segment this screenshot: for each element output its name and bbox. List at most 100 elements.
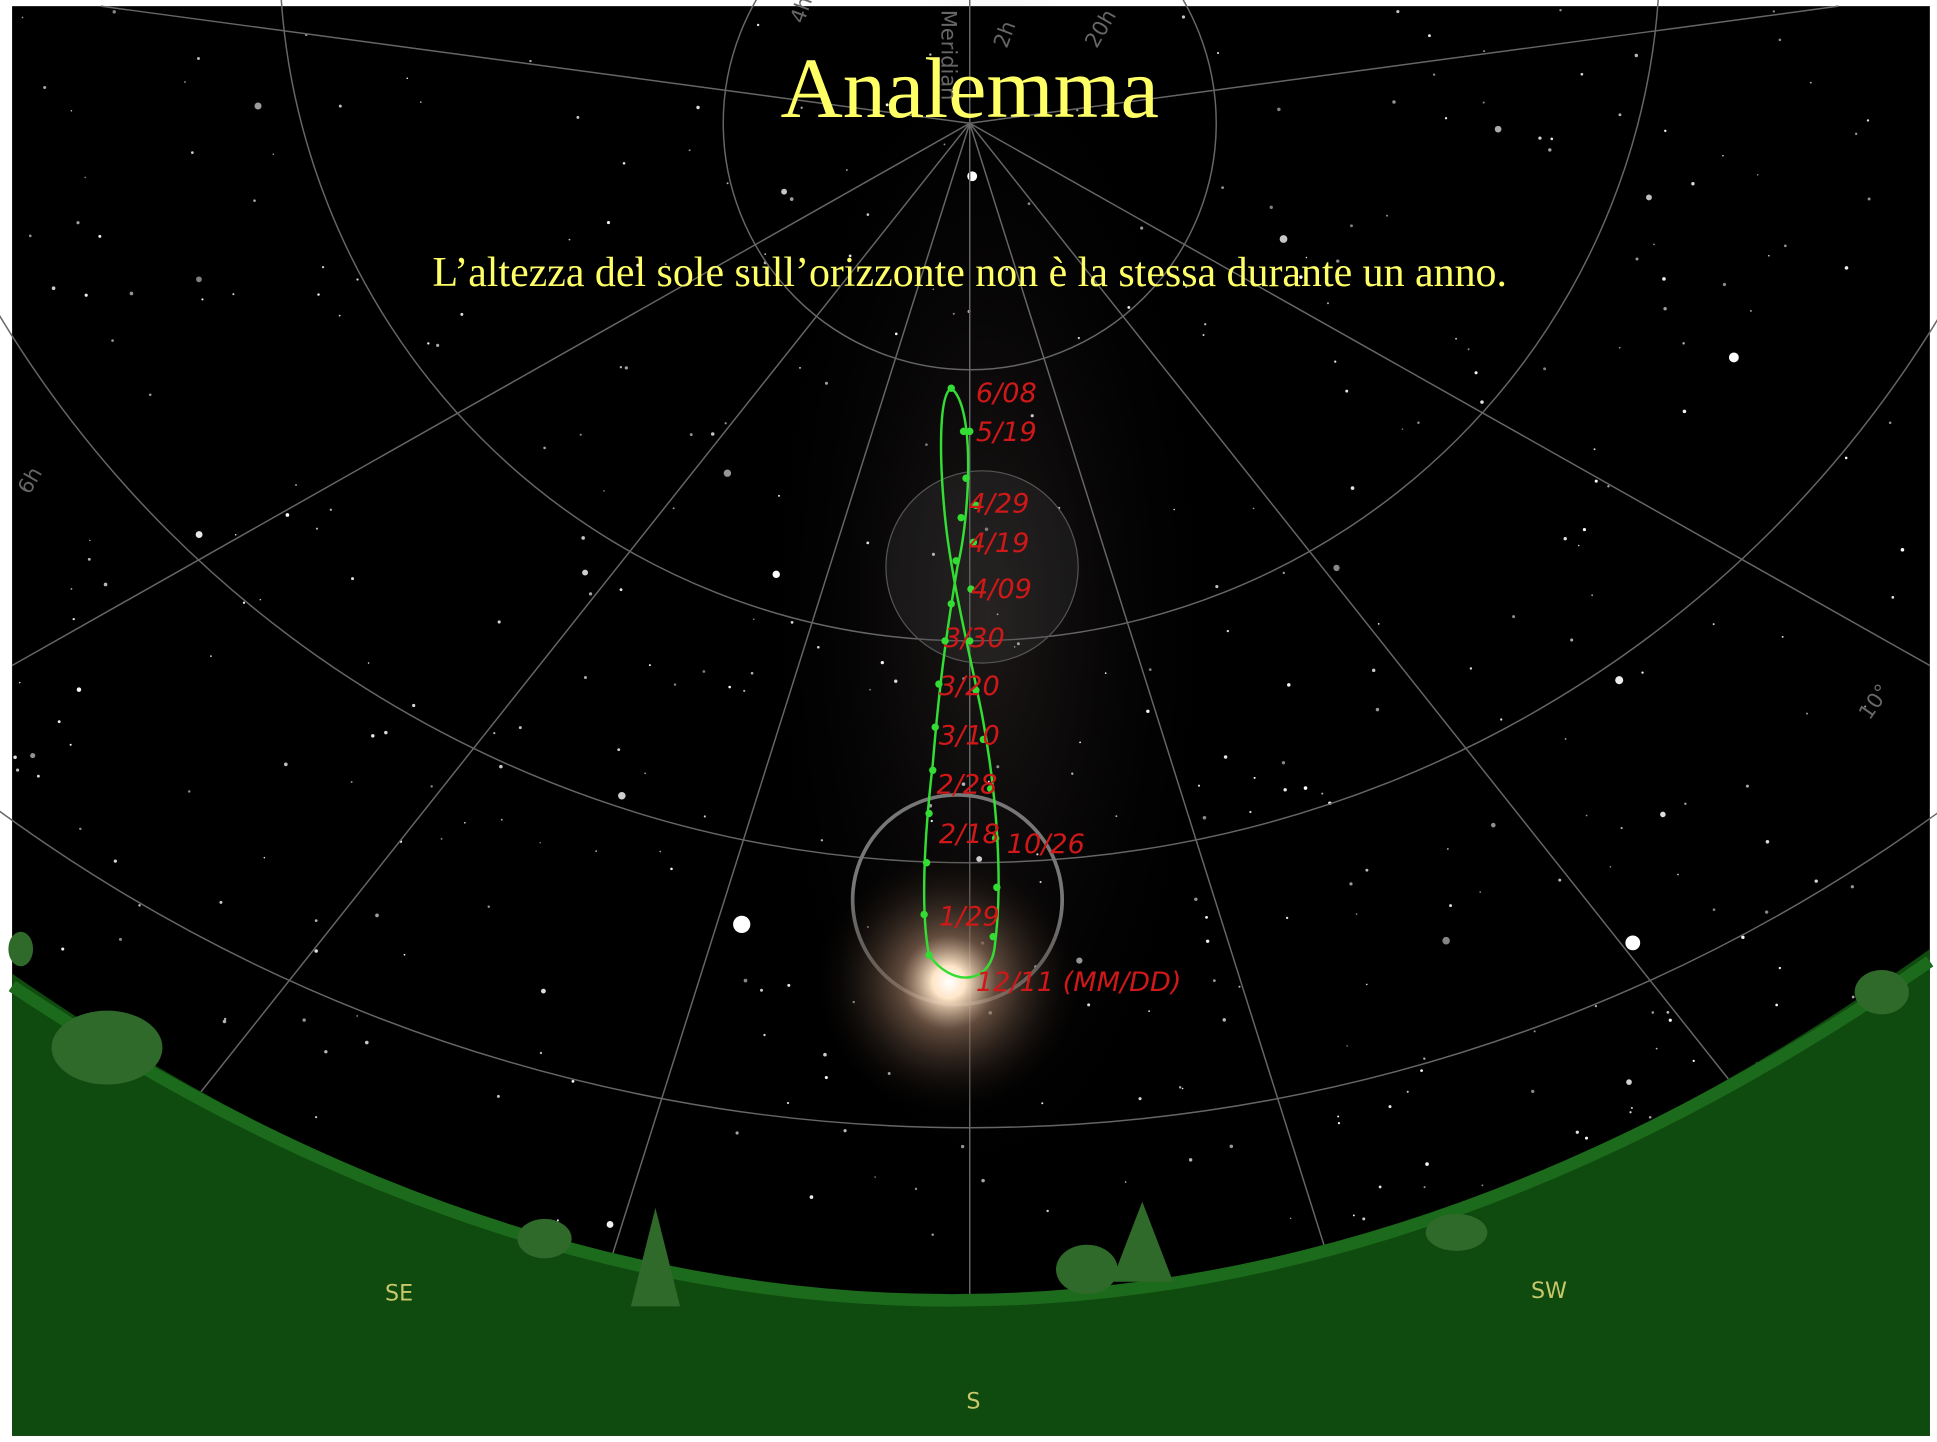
star — [1106, 108, 1110, 111]
star — [728, 685, 731, 689]
star — [1378, 1185, 1382, 1189]
star — [1388, 1105, 1392, 1109]
date-label: 12/11 (MM/DD) — [976, 967, 1182, 998]
star — [89, 539, 91, 542]
star — [1668, 1018, 1672, 1022]
star — [670, 867, 673, 871]
star — [1684, 802, 1687, 805]
star — [1778, 966, 1782, 970]
analemma-dot — [931, 723, 939, 731]
star — [1303, 786, 1308, 790]
star — [1115, 815, 1118, 818]
star — [1277, 107, 1281, 112]
star — [1618, 346, 1621, 349]
star — [750, 671, 754, 675]
star — [1481, 1184, 1484, 1187]
star — [1651, 1011, 1655, 1014]
star — [1531, 1089, 1535, 1094]
star — [1575, 1130, 1579, 1134]
star — [743, 978, 748, 983]
star — [1016, 642, 1020, 646]
star — [427, 342, 430, 345]
star — [764, 253, 767, 255]
analemma-dot — [969, 538, 978, 546]
star — [723, 469, 732, 477]
analemma — [922, 386, 1000, 979]
star — [1005, 267, 1009, 271]
star — [1480, 400, 1484, 404]
star — [1653, 243, 1655, 246]
star — [384, 730, 388, 735]
star — [187, 790, 191, 793]
star — [356, 1015, 359, 1017]
star — [925, 443, 928, 446]
date-label: 4/19 — [969, 528, 1030, 559]
star — [724, 422, 727, 425]
star — [118, 937, 122, 941]
planet — [733, 915, 751, 933]
star — [1850, 885, 1854, 889]
planet — [1728, 352, 1739, 363]
star — [874, 1176, 876, 1178]
star — [1593, 448, 1596, 451]
star — [84, 176, 87, 179]
star — [1077, 336, 1080, 340]
star — [1178, 1086, 1182, 1089]
star — [302, 1018, 306, 1022]
star — [931, 1233, 934, 1236]
star — [984, 527, 989, 532]
star — [826, 107, 831, 112]
star — [1212, 979, 1216, 983]
star — [317, 293, 320, 296]
star — [76, 687, 82, 692]
star — [1206, 939, 1210, 943]
star — [196, 56, 200, 60]
star — [595, 850, 597, 852]
star — [1030, 414, 1034, 418]
star — [1221, 186, 1224, 190]
star — [541, 988, 546, 994]
star — [869, 688, 871, 691]
star — [253, 199, 256, 202]
star — [1620, 826, 1623, 830]
star — [223, 1017, 227, 1021]
star — [1469, 667, 1473, 670]
star — [285, 513, 290, 517]
star — [371, 734, 375, 738]
star — [1741, 935, 1745, 940]
star — [1104, 672, 1107, 674]
star — [138, 904, 141, 907]
star — [1692, 1059, 1695, 1063]
date-label: 6/08 — [976, 378, 1037, 409]
star — [315, 1116, 318, 1119]
star — [799, 367, 801, 369]
star — [242, 601, 246, 604]
star — [1467, 348, 1470, 351]
analemma-dot — [922, 859, 931, 867]
star — [760, 988, 764, 992]
star — [1629, 1111, 1632, 1114]
star — [1146, 709, 1150, 714]
analemma-dot — [966, 637, 974, 645]
star — [1455, 337, 1458, 340]
analemma-dot — [957, 513, 965, 522]
star — [1346, 1045, 1348, 1047]
star — [195, 531, 203, 539]
star — [72, 617, 75, 621]
star — [201, 298, 204, 301]
star — [1655, 1047, 1658, 1050]
star — [1444, 117, 1448, 120]
star — [1127, 305, 1131, 309]
star — [1350, 486, 1355, 490]
date-label: 10/26 — [1007, 829, 1085, 860]
star — [543, 446, 546, 450]
star — [1386, 214, 1389, 217]
star — [1483, 50, 1486, 53]
star — [28, 234, 32, 238]
star — [18, 681, 21, 684]
star — [817, 645, 820, 649]
star — [745, 269, 748, 273]
star — [1563, 536, 1567, 541]
star — [588, 592, 593, 596]
star — [1428, 34, 1431, 38]
